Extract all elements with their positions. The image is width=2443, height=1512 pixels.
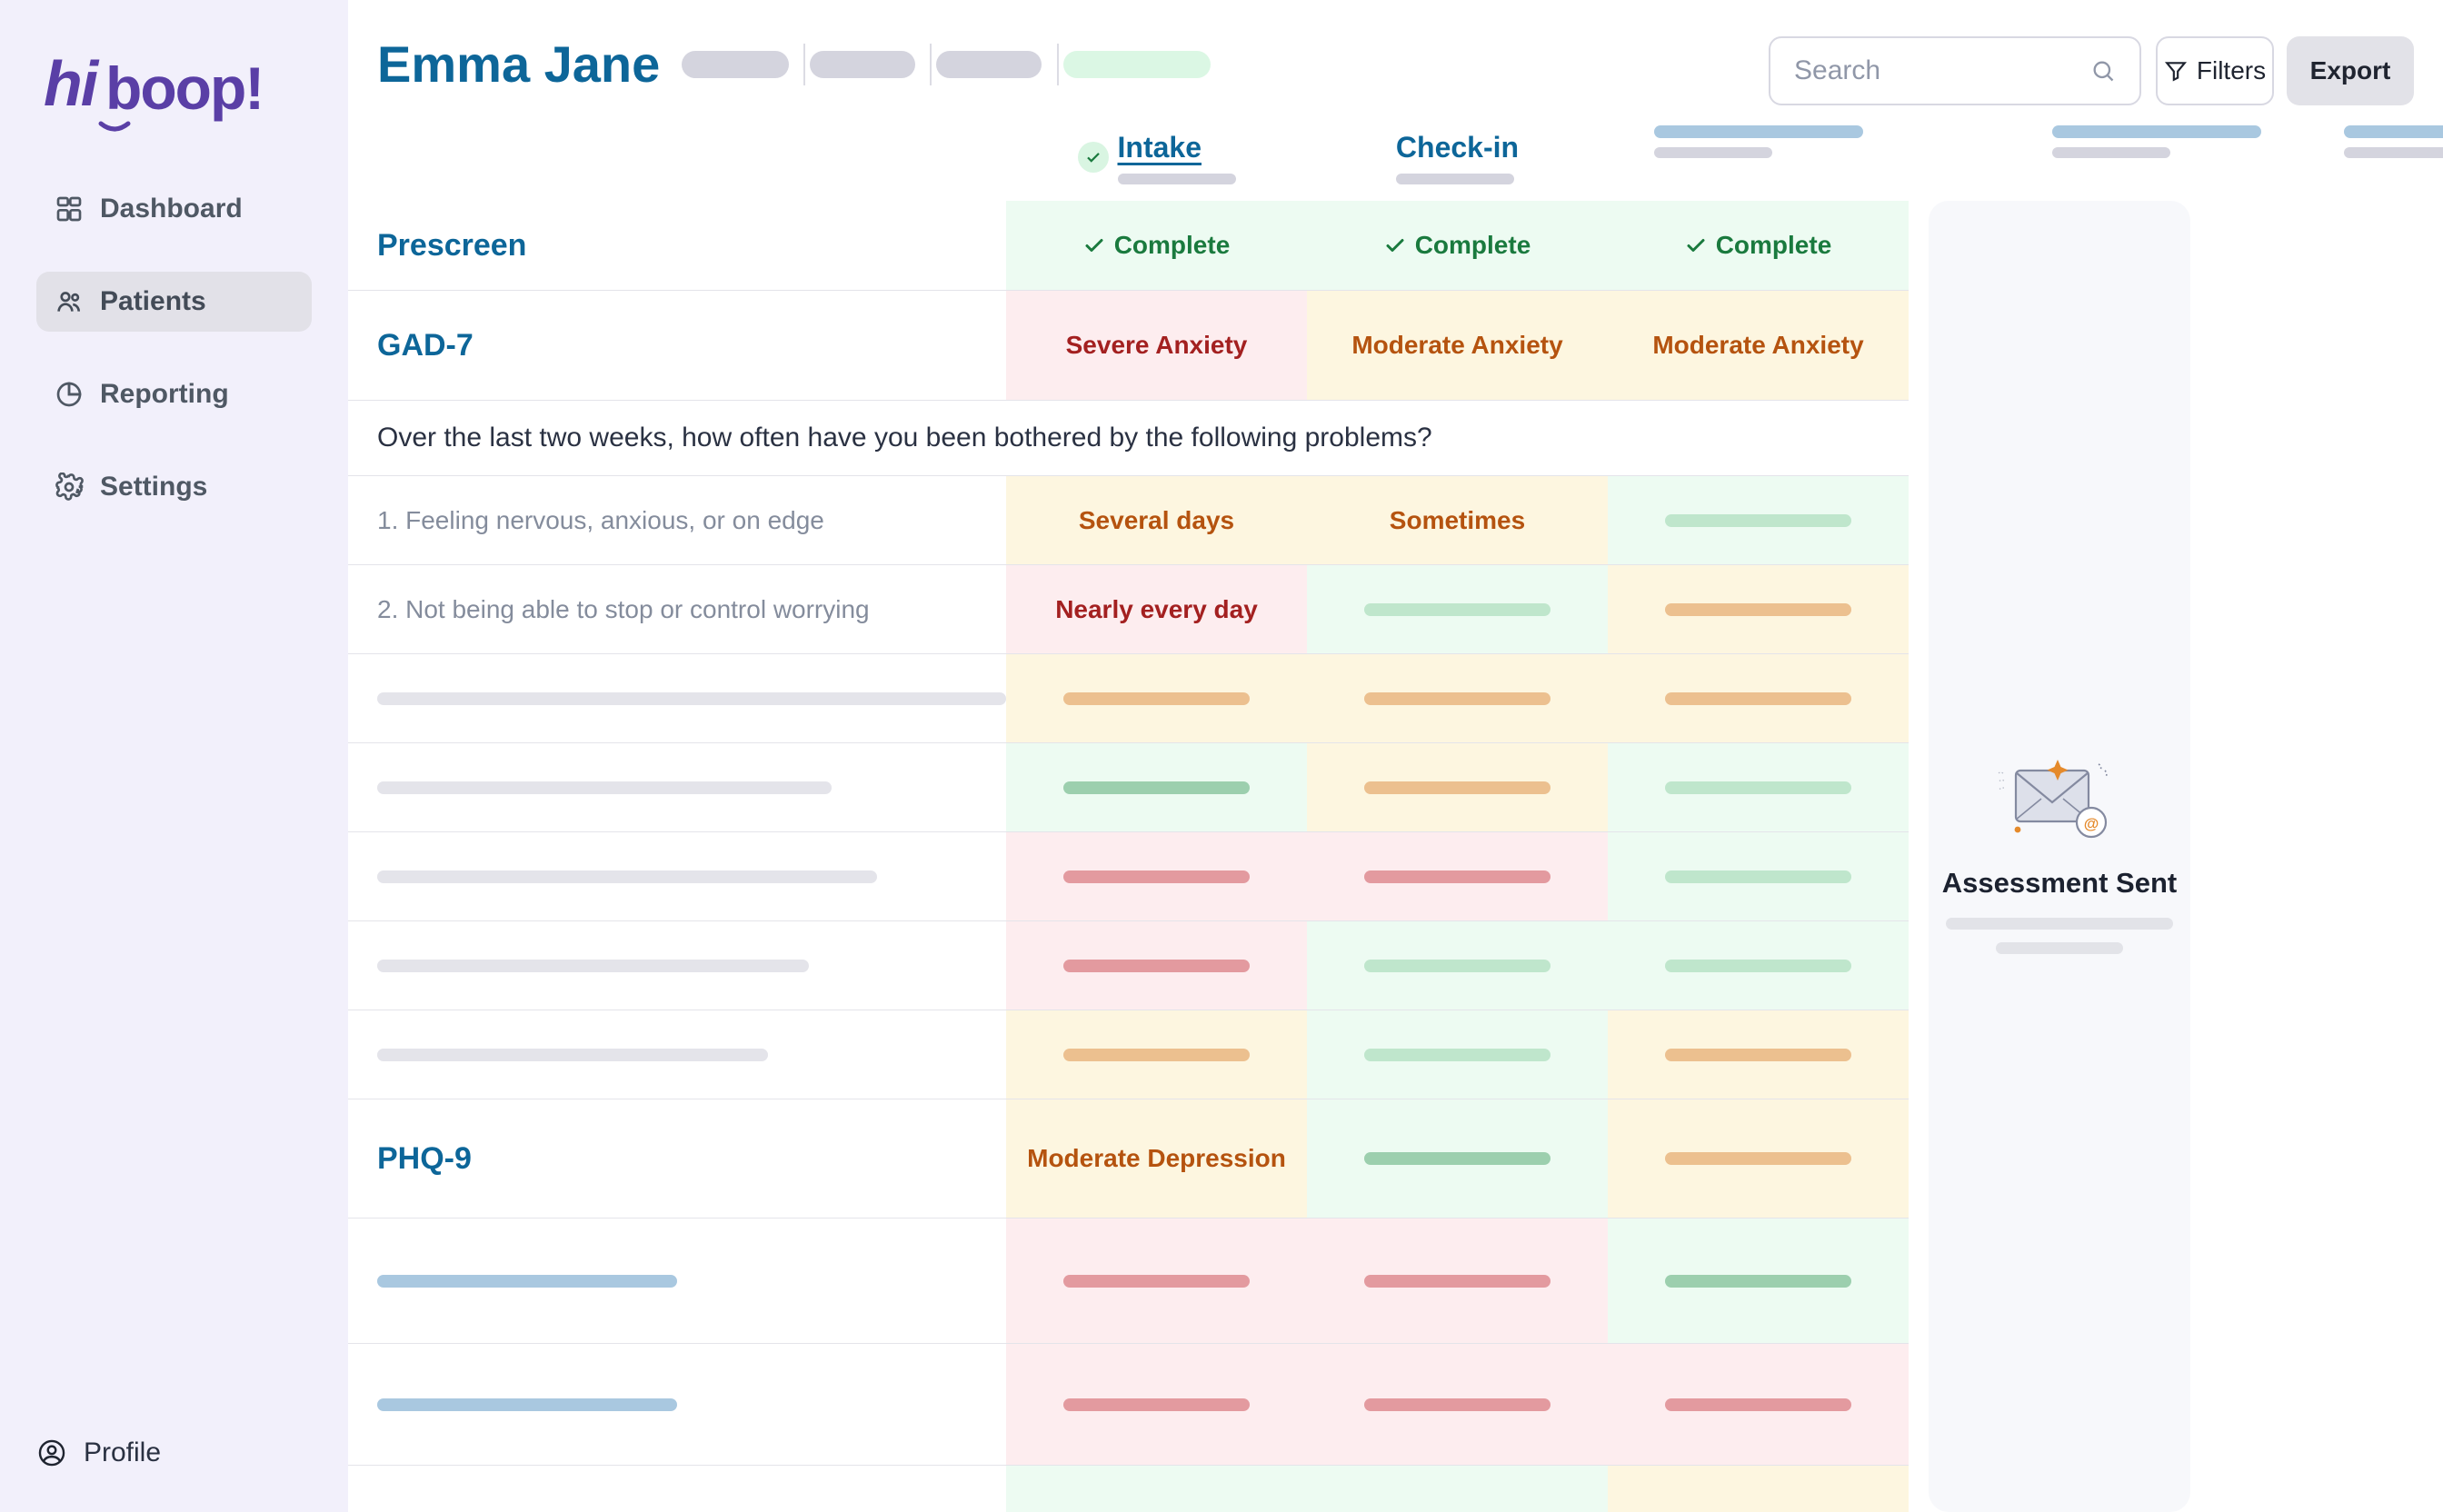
svg-text:@: @ [2084,815,2099,832]
svg-text:hi: hi [44,48,100,119]
svg-text:boop!: boop! [105,55,263,122]
